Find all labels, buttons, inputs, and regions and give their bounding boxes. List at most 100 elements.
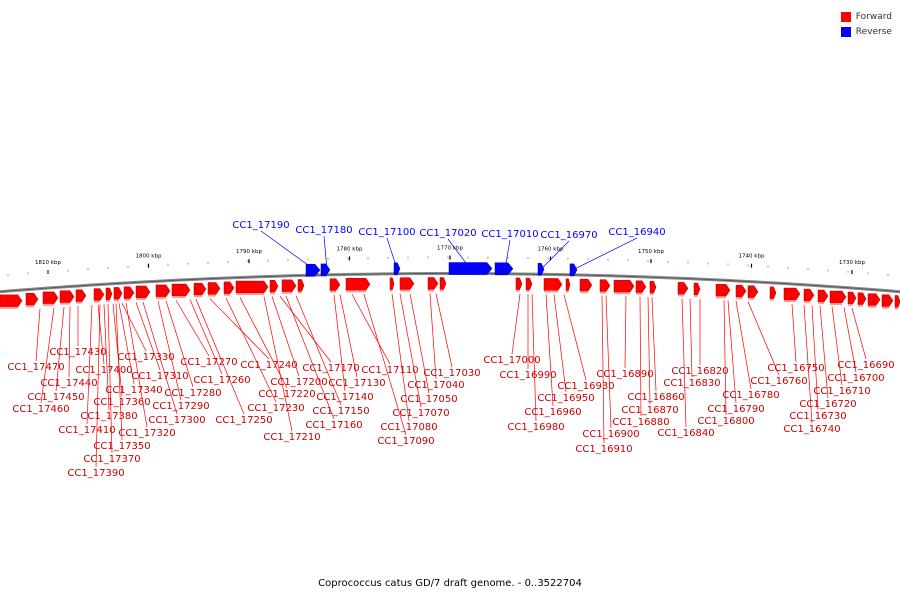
reverse-leader-line bbox=[504, 239, 511, 269]
forward-gene-label: CC1_17210 bbox=[263, 432, 320, 443]
forward-leader-line bbox=[225, 297, 277, 403]
forward-leader-line bbox=[55, 306, 65, 392]
forward-leader-line bbox=[115, 303, 123, 441]
forward-gene-block bbox=[894, 295, 900, 308]
forward-gene-block bbox=[649, 280, 657, 294]
forward-leader-line bbox=[121, 303, 147, 352]
legend: Forward Reverse bbox=[840, 9, 892, 39]
forward-gene-label: CC1_16710 bbox=[813, 386, 870, 397]
scale-tick-label: 1770 kbp bbox=[437, 246, 463, 252]
forward-gene-shadow bbox=[156, 296, 166, 299]
forward-leader-line bbox=[819, 305, 829, 399]
scale-tick-label: 1760 kbp bbox=[538, 246, 564, 252]
reverse-gene-label: CC1_17100 bbox=[358, 227, 415, 238]
forward-gene-label: CC1_17140 bbox=[316, 392, 373, 403]
forward-gene-label: CC1_16760 bbox=[750, 376, 807, 387]
forward-gene-label: CC1_17130 bbox=[328, 378, 385, 389]
forward-gene-shadow bbox=[26, 305, 34, 308]
forward-leader-line bbox=[429, 293, 437, 380]
forward-leader-line bbox=[681, 298, 687, 428]
forward-gene-label: CC1_17280 bbox=[164, 388, 221, 399]
forward-gene-shadow bbox=[60, 302, 70, 305]
forward-gene-block bbox=[93, 288, 105, 301]
forward-gene-label: CC1_17330 bbox=[117, 352, 174, 363]
scale-ticks: 1810 kbp 1800 kbp 1790 kbp 1780 kbp 1770 kbp… bbox=[7, 246, 889, 277]
forward-leader-line bbox=[803, 304, 813, 424]
forward-gene-label: CC1_16720 bbox=[799, 399, 856, 410]
forward-gene-label: CC1_17080 bbox=[380, 422, 437, 433]
forward-gene-block bbox=[579, 278, 593, 292]
forward-gene-shadow bbox=[282, 291, 292, 294]
forward-gene-label: CC1_16890 bbox=[596, 369, 653, 380]
forward-gene-block bbox=[543, 278, 563, 291]
forward-gene-block bbox=[847, 291, 857, 305]
forward-leader-line bbox=[605, 295, 612, 429]
forward-gene-block bbox=[803, 288, 815, 302]
forward-gene-label: CC1_16910 bbox=[575, 444, 632, 455]
forward-gene-shadow bbox=[636, 292, 642, 295]
forward-gene-shadow bbox=[818, 302, 824, 305]
forward-gene-shadow bbox=[124, 298, 130, 301]
forward-gene-label: CC1_17410 bbox=[58, 425, 115, 436]
forward-gene-block bbox=[427, 277, 439, 290]
forward-gene-block bbox=[693, 282, 701, 296]
forward-leader-line bbox=[165, 300, 194, 388]
forward-leader-line bbox=[831, 306, 843, 386]
forward-gene-label: CC1_16830 bbox=[663, 378, 720, 389]
forward-gene-shadow bbox=[614, 292, 630, 295]
forward-gene-label: CC1_16800 bbox=[697, 416, 754, 427]
forward-gene-label: CC1_16700 bbox=[827, 373, 884, 384]
forward-gene-shadow bbox=[43, 303, 54, 306]
forward-gene-shadow bbox=[516, 289, 520, 292]
forward-leader-line bbox=[601, 295, 605, 444]
forward-gene-label: CC1_17110 bbox=[361, 365, 418, 376]
forward-leader-line bbox=[40, 307, 55, 404]
legend-reverse: Reverse bbox=[840, 24, 892, 39]
forward-gene-shadow bbox=[0, 306, 18, 309]
forward-gene-block bbox=[565, 278, 571, 292]
forward-leader-line bbox=[624, 296, 627, 369]
forward-gene-label: CC1_16730 bbox=[789, 411, 846, 422]
forward-gene-block bbox=[235, 280, 269, 294]
forward-gene-block bbox=[389, 277, 395, 291]
forward-gene-shadow bbox=[678, 294, 684, 297]
forward-gene-shadow bbox=[270, 292, 275, 295]
forward-gene-block bbox=[281, 279, 297, 293]
forward-leader-line bbox=[409, 293, 430, 394]
forward-gene-blocks bbox=[0, 277, 900, 310]
forward-gene-block bbox=[105, 287, 113, 301]
scale-tick-label: 1800 kbp bbox=[136, 254, 162, 260]
forward-leader-line bbox=[339, 294, 358, 378]
forward-leader-line bbox=[435, 293, 453, 368]
forward-gene-shadow bbox=[784, 300, 796, 303]
forward-gene-shadow bbox=[224, 293, 230, 296]
forward-leader-line bbox=[189, 299, 223, 375]
forward-leader-line bbox=[68, 306, 71, 378]
forward-gene-label: CC1_16840 bbox=[657, 428, 714, 439]
forward-leader-line bbox=[553, 294, 567, 393]
legend-forward-label: Forward bbox=[855, 11, 892, 22]
forward-leader-line bbox=[118, 303, 135, 385]
forward-gene-block bbox=[207, 282, 221, 295]
forward-gene-shadow bbox=[136, 297, 146, 300]
forward-gene-label: CC1_16790 bbox=[707, 404, 764, 415]
forward-gene-block bbox=[817, 289, 829, 303]
forward-gene-block bbox=[515, 277, 523, 291]
forward-gene-shadow bbox=[716, 296, 726, 299]
reverse-gene-labels: CC1_17190 CC1_17180 CC1_17100 CC1_17020 CC1_… bbox=[232, 220, 666, 271]
reverse-leader-line bbox=[447, 238, 471, 269]
forward-leader-line bbox=[391, 293, 410, 422]
genome-caption: Coprococcus catus GD/7 draft genome. - 0… bbox=[318, 578, 582, 589]
forward-gene-label: CC1_16740 bbox=[783, 424, 840, 435]
reverse-gene-label: CC1_17190 bbox=[232, 220, 289, 231]
forward-gene-block bbox=[439, 277, 447, 290]
reverse-gene-label: CC1_16940 bbox=[608, 227, 665, 238]
forward-leader-line bbox=[399, 293, 422, 408]
forward-leader-line bbox=[142, 301, 178, 415]
forward-leader-line bbox=[647, 297, 651, 405]
forward-gene-block bbox=[75, 289, 87, 303]
forward-leader-line bbox=[35, 308, 41, 362]
forward-gene-label: CC1_17200 bbox=[270, 377, 327, 388]
forward-leader-line bbox=[295, 295, 342, 406]
